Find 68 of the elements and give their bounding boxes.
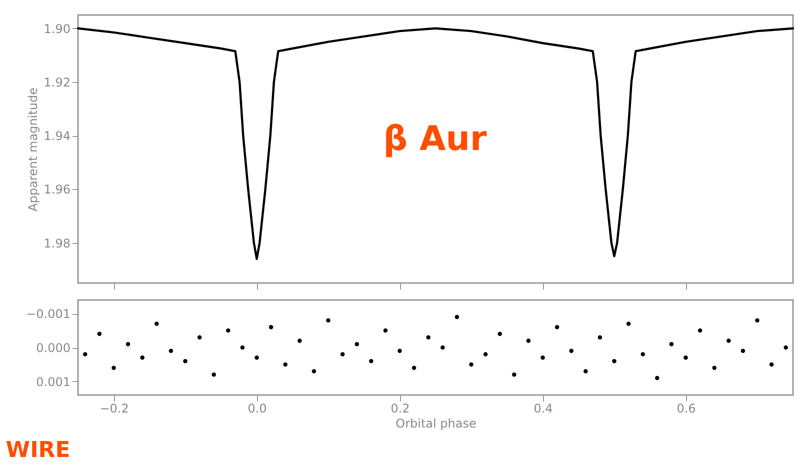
point	[197, 335, 202, 340]
point	[512, 372, 516, 377]
point	[483, 352, 488, 356]
point	[254, 356, 259, 360]
point	[212, 372, 216, 377]
point	[698, 328, 702, 333]
point	[268, 325, 274, 330]
point	[312, 369, 316, 374]
point	[298, 338, 302, 343]
point	[226, 328, 230, 333]
point	[326, 318, 330, 322]
point	[640, 352, 645, 356]
point	[740, 348, 746, 354]
x-tick-label: 0.4	[534, 402, 553, 416]
y-tick-label: −0.001	[26, 307, 70, 322]
point	[726, 338, 731, 343]
point	[426, 335, 430, 340]
point	[240, 345, 245, 350]
point	[755, 318, 760, 322]
point	[569, 348, 574, 354]
x-tick-label: −0.2	[100, 402, 129, 416]
point	[154, 322, 159, 326]
point	[140, 356, 144, 360]
point	[469, 362, 474, 367]
point	[126, 342, 130, 346]
x-tick-label: 0.0	[248, 402, 267, 416]
point	[112, 366, 116, 370]
point	[626, 322, 631, 326]
x-tick-label: 0.2	[390, 402, 410, 416]
point	[554, 325, 560, 330]
point	[183, 358, 188, 364]
point	[526, 338, 531, 343]
point	[412, 366, 416, 370]
y-tick-label: 0.001	[36, 374, 70, 389]
line-series	[76, 27, 794, 260]
y-axis-title: Apparent magnitude	[26, 88, 40, 212]
point	[669, 342, 674, 346]
point	[440, 345, 445, 350]
point	[598, 335, 602, 340]
point	[383, 328, 388, 333]
x-axis-title: Orbital phase	[396, 416, 476, 430]
point	[712, 366, 716, 370]
x-tick-label: 0.6	[676, 402, 696, 416]
y-tick-label: 1.90	[44, 22, 70, 36]
point	[168, 348, 174, 354]
text: WIRE	[6, 438, 70, 463]
point	[97, 332, 102, 336]
point	[340, 352, 345, 356]
point	[454, 314, 460, 320]
point	[540, 356, 545, 360]
point	[655, 376, 660, 380]
point	[498, 332, 502, 336]
y-tick-label: 1.96	[44, 182, 70, 197]
y-tick-label: 1.92	[44, 76, 70, 90]
point	[684, 356, 688, 360]
point	[398, 348, 402, 354]
point	[769, 362, 774, 367]
y-tick-label: 1.94	[44, 129, 70, 144]
annotation: β Aur	[383, 119, 487, 159]
point	[784, 345, 788, 350]
y-tick-label: 1.98	[44, 236, 70, 250]
point	[283, 362, 288, 367]
point	[584, 369, 588, 374]
point	[612, 358, 616, 364]
point	[83, 352, 88, 356]
point	[369, 358, 374, 364]
y-tick-label: 0.000	[36, 341, 70, 355]
point	[354, 342, 359, 346]
